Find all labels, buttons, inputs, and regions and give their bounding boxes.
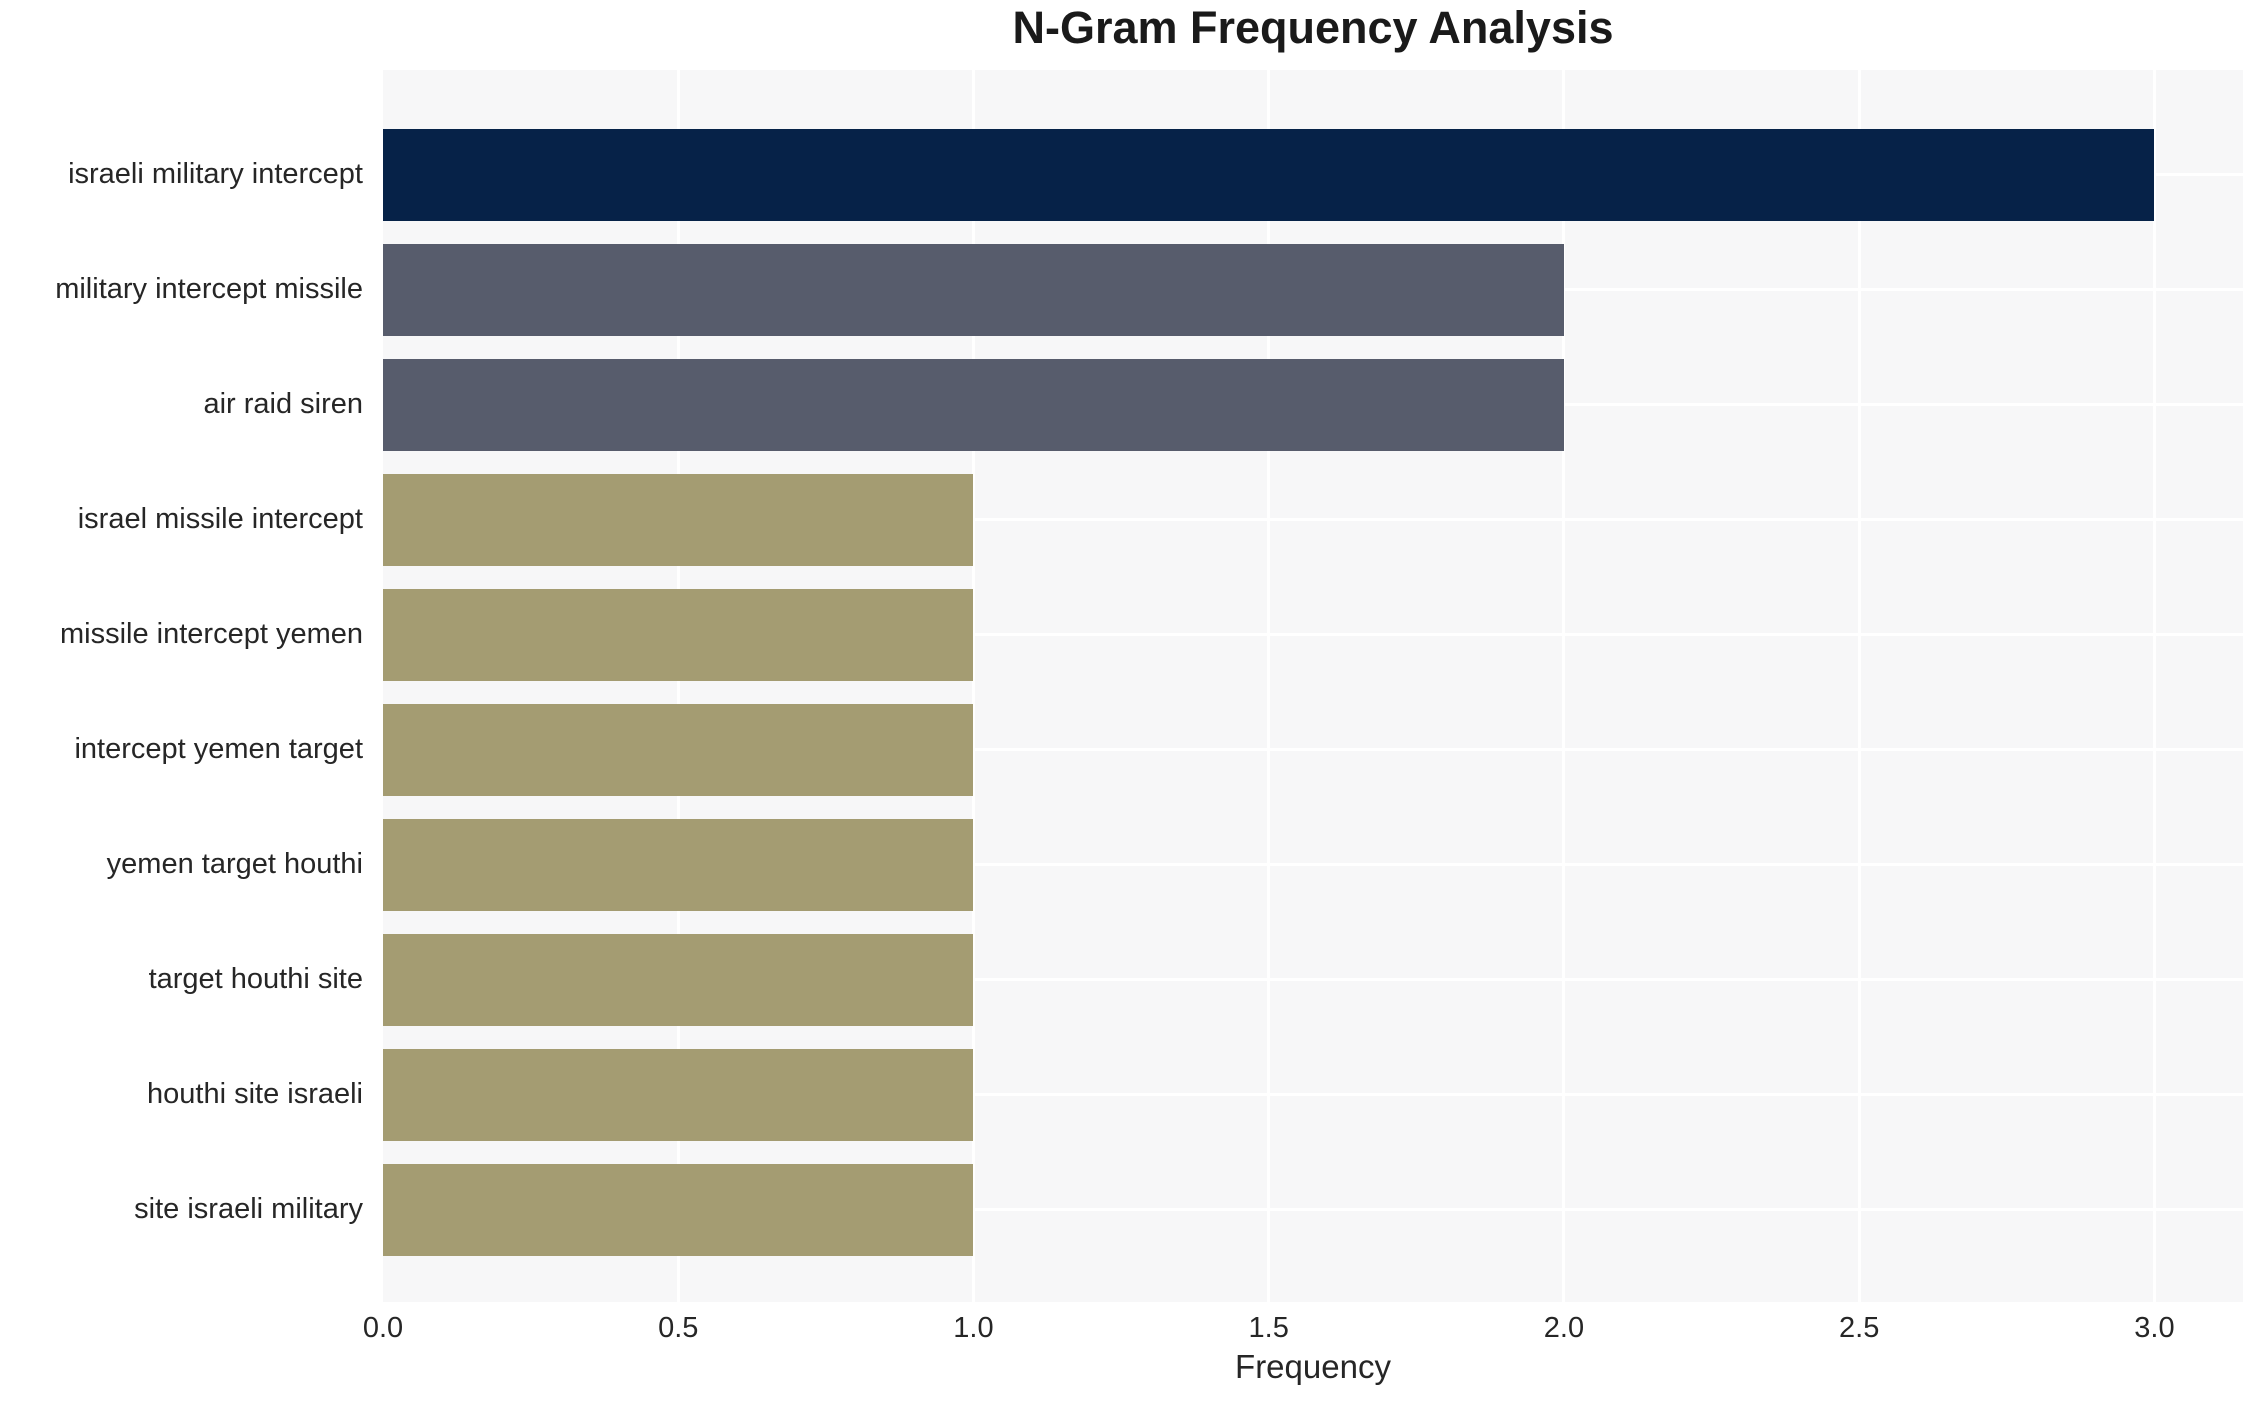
y-axis-labels: israeli military intercept military inter…	[0, 70, 373, 1302]
h-gridline	[383, 633, 2243, 636]
h-gridline	[383, 518, 2243, 521]
y-axis-label: air raid siren	[203, 388, 363, 420]
y-axis-label: yemen target houthi	[106, 848, 363, 880]
bar-military-intercept-missile	[383, 243, 1564, 336]
bar-missile-intercept-yemen	[383, 588, 974, 681]
v-gridline	[1267, 70, 1271, 1302]
y-axis-label: intercept yemen target	[74, 733, 363, 765]
plot-area	[383, 70, 2243, 1302]
v-gridline	[2152, 70, 2156, 1302]
y-axis-label: military intercept missile	[55, 273, 363, 305]
bar-israel-missile-intercept	[383, 473, 974, 566]
chart-title: N-Gram Frequency Analysis	[1012, 2, 1614, 53]
x-axis-title: Frequency	[1235, 1348, 1391, 1385]
x-tick-label: 0.5	[658, 1312, 699, 1344]
x-tick-label: 1.5	[1248, 1312, 1289, 1344]
y-axis-label: israel missile intercept	[77, 503, 363, 535]
y-axis-label: houthi site israeli	[147, 1078, 363, 1110]
x-tick-label: 2.5	[1839, 1312, 1880, 1344]
bar-site-israeli-military	[383, 1163, 974, 1256]
x-tick-label: 0.0	[362, 1312, 404, 1344]
v-gridline	[971, 70, 975, 1302]
x-tick-label: 3.0	[2134, 1312, 2175, 1344]
v-gridline	[1857, 70, 1861, 1302]
v-gridline	[676, 70, 680, 1302]
y-axis-label: site israeli military	[134, 1193, 363, 1225]
h-gridline	[383, 1093, 2243, 1096]
h-gridline	[383, 978, 2243, 981]
x-axis-tick-labels: 0.0 0.5 1.0 1.5 2.0 2.5 3.0	[363, 1312, 2243, 1346]
bar-intercept-yemen-target	[383, 703, 974, 796]
y-axis-label: target houthi site	[148, 963, 363, 995]
x-tick-label: 1.0	[953, 1312, 994, 1344]
bar-israeli-military-intercept	[383, 128, 2155, 221]
bar-air-raid-siren	[383, 358, 1564, 451]
h-gridline	[383, 748, 2243, 751]
y-axis-label: missile intercept yemen	[60, 618, 363, 650]
bar-target-houthi-site	[383, 933, 974, 1026]
h-gridline	[383, 1208, 2243, 1211]
y-axis-label: israeli military intercept	[68, 158, 363, 190]
bar-houthi-site-israeli	[383, 1048, 974, 1141]
bar-yemen-target-houthi	[383, 818, 974, 911]
x-tick-label: 2.0	[1543, 1312, 1585, 1344]
h-gridline	[383, 863, 2243, 866]
v-gridline	[1562, 70, 1566, 1302]
